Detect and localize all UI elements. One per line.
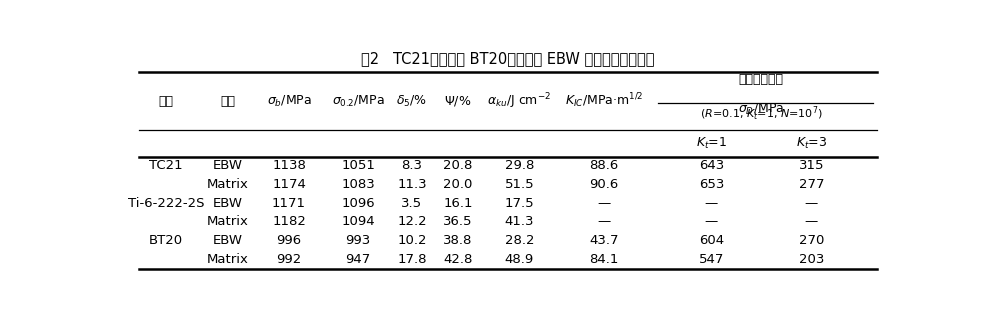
Text: $K_t$=1: $K_t$=1	[696, 136, 727, 151]
Text: $\sigma_b$/MPa: $\sigma_b$/MPa	[267, 94, 311, 109]
Text: 17.8: 17.8	[397, 253, 427, 266]
Text: 12.2: 12.2	[397, 215, 427, 229]
Text: 合金: 合金	[159, 95, 173, 107]
Text: 42.8: 42.8	[443, 253, 473, 266]
Text: 1182: 1182	[273, 215, 306, 229]
Text: 51.5: 51.5	[504, 178, 534, 191]
Text: Matrix: Matrix	[206, 253, 249, 266]
Text: 8.3: 8.3	[401, 160, 422, 172]
Text: 315: 315	[799, 160, 824, 172]
Text: 41.3: 41.3	[504, 215, 534, 229]
Text: TC21: TC21	[150, 160, 183, 172]
Text: $\sigma_{0.2}$/MPa: $\sigma_{0.2}$/MPa	[332, 94, 385, 109]
Text: 38.8: 38.8	[443, 234, 473, 247]
Text: 1171: 1171	[272, 197, 306, 210]
Text: 10.2: 10.2	[397, 234, 427, 247]
Text: 20.0: 20.0	[443, 178, 473, 191]
Text: —: —	[705, 215, 718, 229]
Text: 表2   TC21钛合金和 BT20等钛合金 EBW 焊接接头性能对比: 表2 TC21钛合金和 BT20等钛合金 EBW 焊接接头性能对比	[361, 51, 655, 66]
Text: 43.7: 43.7	[589, 234, 618, 247]
Text: BT20: BT20	[149, 234, 183, 247]
Text: 3.5: 3.5	[401, 197, 422, 210]
Text: $K_{IC}$/MPa·m$^{1/2}$: $K_{IC}$/MPa·m$^{1/2}$	[565, 92, 643, 111]
Text: 547: 547	[699, 253, 724, 266]
Text: 992: 992	[276, 253, 301, 266]
Text: —: —	[598, 197, 610, 210]
Text: 84.1: 84.1	[590, 253, 618, 266]
Text: 29.8: 29.8	[504, 160, 534, 172]
Text: 36.5: 36.5	[443, 215, 473, 229]
Text: 604: 604	[699, 234, 724, 247]
Text: 993: 993	[346, 234, 371, 247]
Text: 1051: 1051	[341, 160, 375, 172]
Text: Matrix: Matrix	[206, 215, 249, 229]
Text: 48.9: 48.9	[504, 253, 534, 266]
Text: EBW: EBW	[212, 234, 243, 247]
Text: 270: 270	[799, 234, 824, 247]
Text: 疲劳极限强度: 疲劳极限强度	[739, 73, 784, 86]
Text: 277: 277	[799, 178, 824, 191]
Text: Ti-6-222-2S: Ti-6-222-2S	[128, 197, 204, 210]
Text: 947: 947	[346, 253, 371, 266]
Text: —: —	[805, 215, 818, 229]
Text: $\delta_5$/%: $\delta_5$/%	[396, 94, 427, 109]
Text: 1174: 1174	[273, 178, 306, 191]
Text: 1083: 1083	[341, 178, 375, 191]
Text: 88.6: 88.6	[590, 160, 618, 172]
Text: EBW: EBW	[212, 160, 243, 172]
Text: 203: 203	[799, 253, 824, 266]
Text: Matrix: Matrix	[206, 178, 249, 191]
Text: 643: 643	[699, 160, 724, 172]
Text: 状态: 状态	[220, 95, 235, 107]
Text: 1096: 1096	[341, 197, 375, 210]
Text: EBW: EBW	[212, 197, 243, 210]
Text: 653: 653	[699, 178, 724, 191]
Text: 1094: 1094	[341, 215, 375, 229]
Text: $K_t$=3: $K_t$=3	[796, 136, 826, 151]
Text: ($R$=0.1, $K_t$=1, $N$=10$^7$): ($R$=0.1, $K_t$=1, $N$=10$^7$)	[700, 105, 823, 123]
Text: 11.3: 11.3	[397, 178, 427, 191]
Text: 1138: 1138	[273, 160, 306, 172]
Text: 16.1: 16.1	[443, 197, 473, 210]
Text: $\alpha_{ku}$/J cm$^{-2}$: $\alpha_{ku}$/J cm$^{-2}$	[488, 91, 552, 111]
Text: 20.8: 20.8	[443, 160, 473, 172]
Text: 996: 996	[276, 234, 301, 247]
Text: —: —	[705, 197, 718, 210]
Text: $\Psi$/%: $\Psi$/%	[444, 94, 472, 108]
Text: 17.5: 17.5	[504, 197, 534, 210]
Text: $\sigma_D$/MPa: $\sigma_D$/MPa	[738, 102, 785, 117]
Text: —: —	[598, 215, 610, 229]
Text: 90.6: 90.6	[590, 178, 618, 191]
Text: 28.2: 28.2	[504, 234, 534, 247]
Text: —: —	[805, 197, 818, 210]
